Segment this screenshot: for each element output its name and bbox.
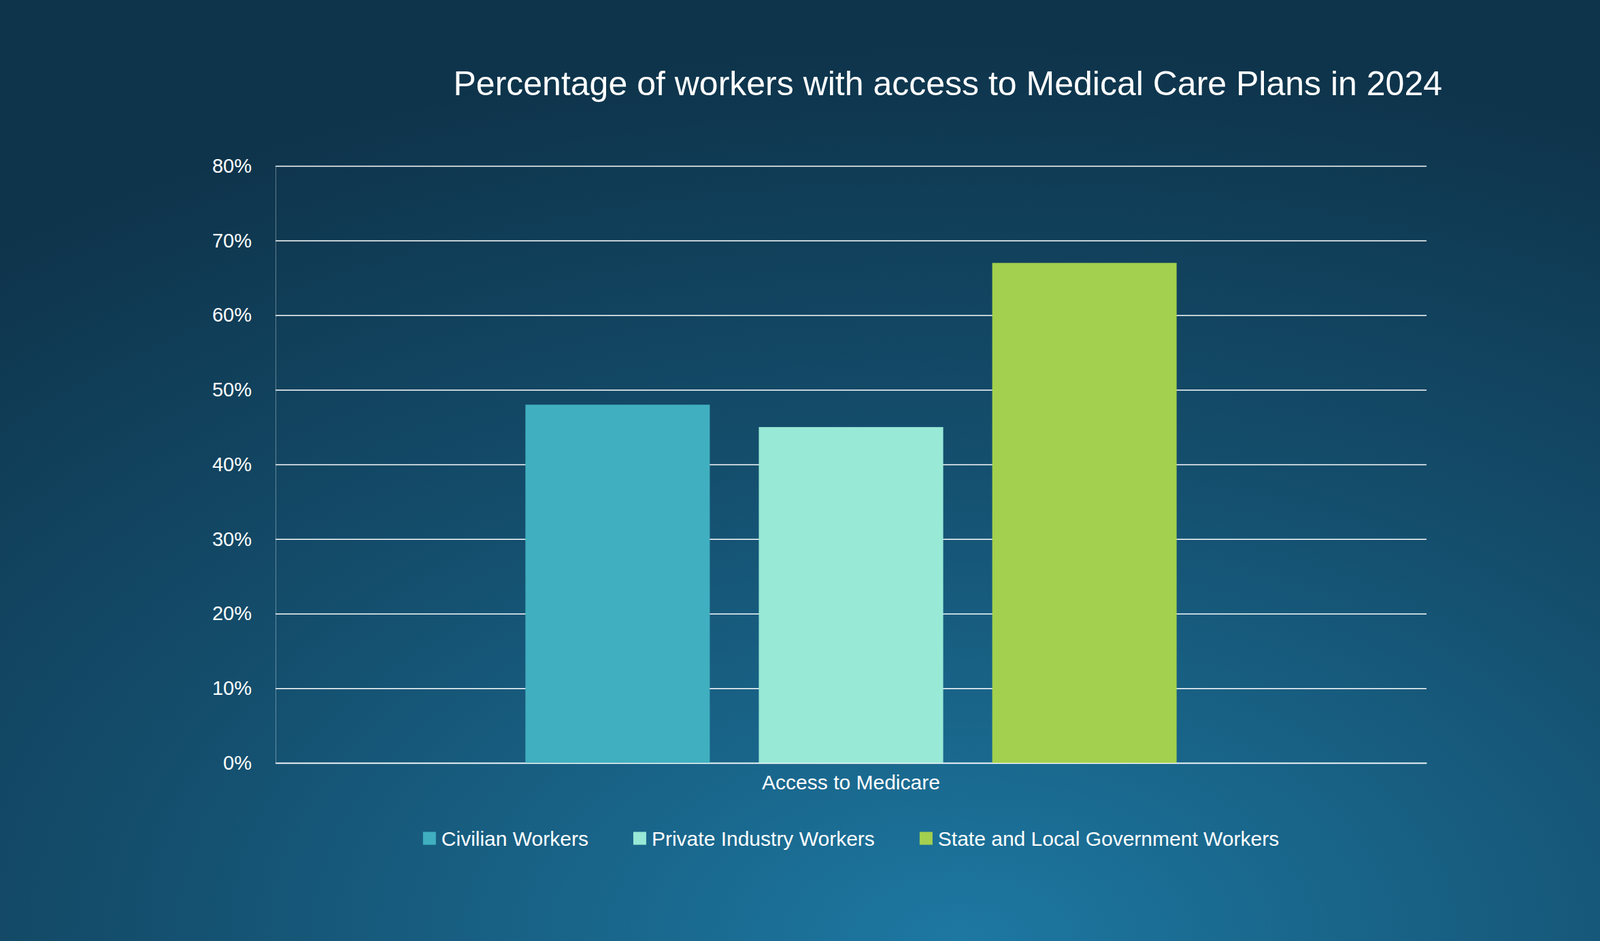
legend-label: State and Local Government Workers (938, 827, 1279, 851)
legend-swatch (633, 832, 647, 846)
chart: Percentage of workers with access to Med… (0, 0, 1600, 941)
legend-label: Private Industry Workers (651, 827, 875, 851)
y-tick-label: 70% (212, 229, 252, 252)
y-tick-label: 10% (212, 677, 252, 700)
background (0, 0, 1600, 941)
y-tick: 60% (212, 304, 1427, 326)
y-axis: 0% 10% 20% 30% 40% 50% 60% 70% 80% (212, 155, 1427, 775)
y-tick-label: 80% (212, 155, 252, 177)
y-axis-line (276, 166, 1428, 764)
bars (525, 263, 1177, 764)
legend-item: State and Local Government Workers (919, 827, 1279, 851)
x-tick: Access to Medicare (761, 763, 941, 794)
y-tick: 80% (212, 155, 1427, 177)
legend: Civilian Workers Private Industry Workers… (423, 827, 1279, 851)
y-tick: 70% (212, 229, 1427, 252)
y-tick-label: 30% (212, 528, 252, 551)
y-tick-label: 20% (212, 602, 252, 625)
bar (758, 427, 943, 764)
y-tick-label: 0% (223, 752, 252, 775)
x-tick-label: Access to Medicare (761, 771, 941, 794)
legend-swatch (423, 832, 437, 846)
y-tick-label: 40% (212, 453, 252, 476)
grid-line (275, 165, 1427, 168)
grid-line (275, 314, 1427, 317)
legend-label: Civilian Workers (441, 827, 589, 851)
y-tick: 50% (212, 378, 1427, 401)
legend-swatch (919, 832, 933, 846)
x-axis: Access to Medicare (276, 763, 1428, 794)
y-tick-label: 60% (212, 304, 252, 326)
legend-item: Civilian Workers (423, 827, 589, 851)
bar (992, 263, 1177, 764)
title: Percentage of workers with access to Med… (453, 64, 1443, 103)
grid-line (275, 240, 1427, 243)
legend-item: Private Industry Workers (633, 827, 875, 851)
grid-line (275, 389, 1427, 392)
bar (525, 404, 710, 764)
y-tick-label: 50% (212, 378, 252, 401)
